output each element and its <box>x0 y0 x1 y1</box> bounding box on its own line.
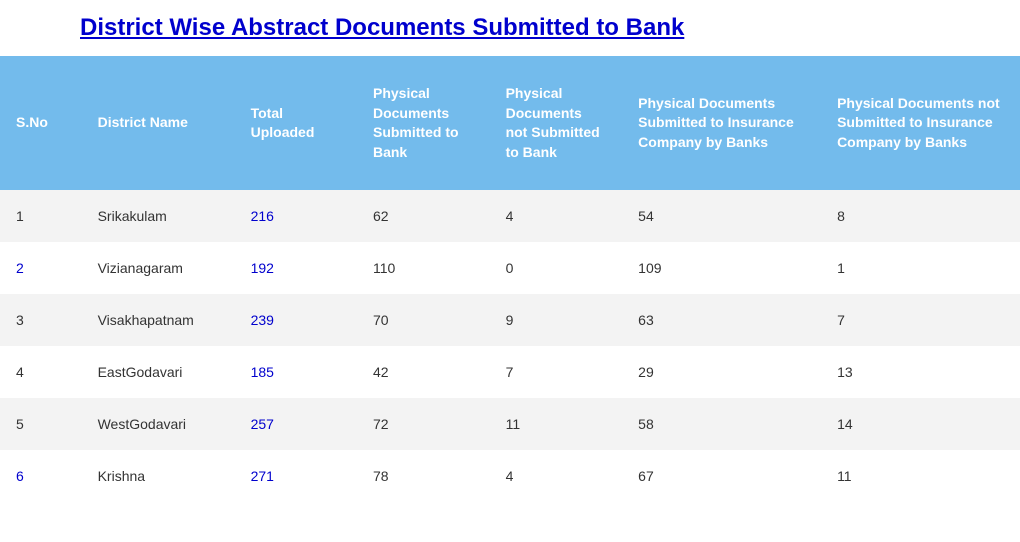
cell-district: Srikakulam <box>82 190 235 242</box>
district-table: S.No District Name Total Uploaded Physic… <box>0 56 1020 502</box>
cell-not-sub-bank: 4 <box>490 190 623 242</box>
table-row: 3 Visakhapatnam 239 70 9 63 7 <box>0 294 1020 346</box>
col-header-district: District Name <box>82 56 235 190</box>
cell-sub-bank: 72 <box>357 398 490 450</box>
cell-sub-bank: 110 <box>357 242 490 294</box>
col-header-sub-ins: Physical Documents Submitted to Insuranc… <box>622 56 821 190</box>
cell-total-link[interactable]: 239 <box>235 294 357 346</box>
cell-district: Visakhapatnam <box>82 294 235 346</box>
col-header-sub-bank: Physical Documents Submitted to Bank <box>357 56 490 190</box>
cell-sub-ins: 63 <box>622 294 821 346</box>
cell-not-sub-ins: 7 <box>821 294 1020 346</box>
page-title: District Wise Abstract Documents Submitt… <box>0 0 1020 56</box>
cell-sub-bank: 42 <box>357 346 490 398</box>
cell-not-sub-bank: 7 <box>490 346 623 398</box>
cell-not-sub-bank: 0 <box>490 242 623 294</box>
cell-sno-link[interactable]: 2 <box>0 242 82 294</box>
cell-total-link[interactable]: 257 <box>235 398 357 450</box>
table-row: 4 EastGodavari 185 42 7 29 13 <box>0 346 1020 398</box>
cell-sno: 5 <box>0 398 82 450</box>
cell-not-sub-bank: 11 <box>490 398 623 450</box>
cell-sno: 4 <box>0 346 82 398</box>
cell-not-sub-ins: 13 <box>821 346 1020 398</box>
table-header-row: S.No District Name Total Uploaded Physic… <box>0 56 1020 190</box>
table-row: 2 Vizianagaram 192 110 0 109 1 <box>0 242 1020 294</box>
cell-district: WestGodavari <box>82 398 235 450</box>
col-header-not-sub-bank: Physical Documents not Submitted to Bank <box>490 56 623 190</box>
col-header-not-sub-ins: Physical Documents not Submitted to Insu… <box>821 56 1020 190</box>
cell-total-link[interactable]: 192 <box>235 242 357 294</box>
cell-sub-ins: 109 <box>622 242 821 294</box>
cell-not-sub-bank: 4 <box>490 450 623 502</box>
cell-not-sub-ins: 14 <box>821 398 1020 450</box>
cell-not-sub-ins: 11 <box>821 450 1020 502</box>
cell-total-link[interactable]: 216 <box>235 190 357 242</box>
cell-sub-ins: 67 <box>622 450 821 502</box>
cell-total-link[interactable]: 185 <box>235 346 357 398</box>
cell-sno-link[interactable]: 6 <box>0 450 82 502</box>
table-row: 5 WestGodavari 257 72 11 58 14 <box>0 398 1020 450</box>
cell-not-sub-bank: 9 <box>490 294 623 346</box>
cell-total-link[interactable]: 271 <box>235 450 357 502</box>
table-row: 6 Krishna 271 78 4 67 11 <box>0 450 1020 502</box>
table-body: 1 Srikakulam 216 62 4 54 8 2 Vizianagara… <box>0 190 1020 502</box>
cell-sno: 1 <box>0 190 82 242</box>
table-row: 1 Srikakulam 216 62 4 54 8 <box>0 190 1020 242</box>
cell-sub-bank: 62 <box>357 190 490 242</box>
cell-district: EastGodavari <box>82 346 235 398</box>
cell-district: Vizianagaram <box>82 242 235 294</box>
cell-sno: 3 <box>0 294 82 346</box>
cell-sub-ins: 29 <box>622 346 821 398</box>
cell-not-sub-ins: 1 <box>821 242 1020 294</box>
cell-district: Krishna <box>82 450 235 502</box>
col-header-total: Total Uploaded <box>235 56 357 190</box>
cell-not-sub-ins: 8 <box>821 190 1020 242</box>
cell-sub-ins: 58 <box>622 398 821 450</box>
col-header-sno: S.No <box>0 56 82 190</box>
cell-sub-bank: 78 <box>357 450 490 502</box>
cell-sub-bank: 70 <box>357 294 490 346</box>
cell-sub-ins: 54 <box>622 190 821 242</box>
